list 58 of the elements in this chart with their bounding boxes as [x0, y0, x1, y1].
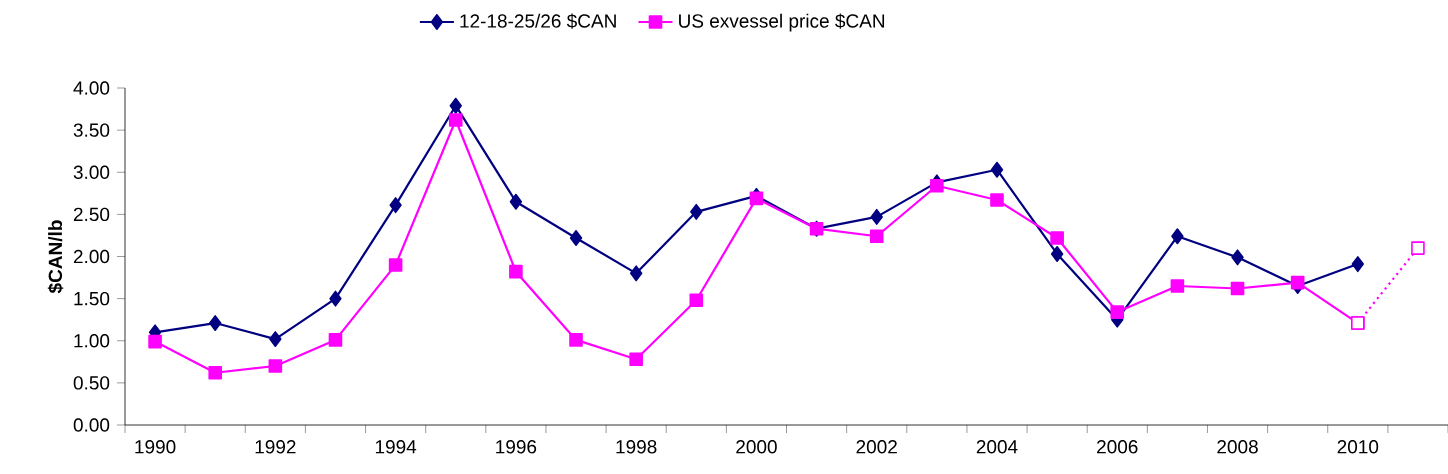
point — [629, 352, 643, 367]
point — [1290, 275, 1305, 290]
y-tick-label: 4.00 — [73, 81, 110, 95]
point — [389, 197, 402, 214]
x-tick-label: 2000 — [736, 440, 777, 454]
point — [689, 293, 704, 308]
point — [1351, 256, 1364, 273]
point — [1230, 281, 1245, 296]
y-tick-label: 0.00 — [73, 418, 110, 432]
x-tick-label: 1998 — [616, 440, 657, 454]
point — [209, 315, 222, 332]
point — [869, 229, 884, 244]
point — [388, 258, 403, 272]
point — [148, 334, 162, 349]
x-tick-label: 2010 — [1337, 440, 1379, 454]
x-tick-label: 1996 — [496, 440, 537, 454]
point — [990, 193, 1004, 207]
y-tick-label: 3.50 — [73, 123, 110, 137]
point — [449, 97, 462, 114]
point — [329, 290, 342, 307]
point — [990, 161, 1004, 178]
point — [1110, 305, 1125, 319]
y-axis-title: $CAN/lb — [47, 220, 64, 294]
x-tick-label: 2008 — [1217, 440, 1258, 454]
point — [569, 333, 583, 347]
y-tick-label: 3.00 — [73, 165, 110, 179]
legend-label: 12-18-25/26 $CAN — [460, 13, 616, 29]
legend-label: US exvessel price $CAN — [679, 13, 885, 32]
x-tick-label: 1990 — [135, 440, 176, 454]
point — [208, 365, 222, 380]
point — [328, 333, 343, 347]
point — [1050, 231, 1064, 245]
point — [870, 208, 883, 225]
y-tick-label: 2.00 — [73, 249, 110, 264]
point — [1171, 228, 1184, 245]
point — [1231, 249, 1244, 266]
x-tick-label: 1994 — [375, 440, 417, 454]
point — [509, 193, 523, 210]
point — [448, 113, 463, 127]
x-tick-label: 2006 — [1097, 440, 1138, 454]
y-tick-label: 2.50 — [73, 207, 110, 222]
point — [1050, 245, 1064, 262]
x-tick-label: 2002 — [856, 440, 897, 454]
point — [268, 359, 283, 373]
point — [509, 264, 523, 279]
x-tick-label: 1992 — [255, 440, 296, 454]
point — [749, 191, 764, 206]
point — [629, 265, 643, 282]
point — [1411, 241, 1425, 255]
point — [690, 203, 703, 220]
point — [269, 331, 282, 348]
point — [1170, 279, 1185, 293]
point — [930, 178, 944, 193]
y-tick-label: 1.50 — [74, 291, 110, 306]
x-tick-label: 2004 — [976, 440, 1018, 454]
point — [569, 229, 583, 246]
y-tick-label: 0.50 — [73, 376, 110, 390]
y-tick-label: 1.00 — [74, 334, 110, 348]
